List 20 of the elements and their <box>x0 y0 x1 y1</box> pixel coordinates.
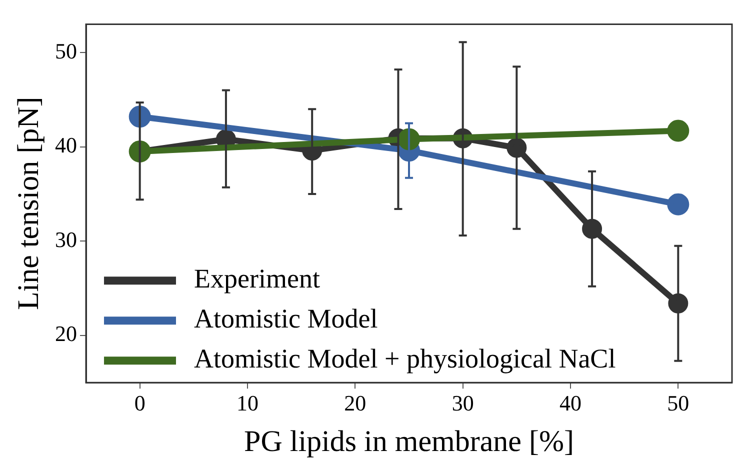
y-tick-label: 50 <box>55 38 77 64</box>
x-tick-label: 0 <box>134 390 146 416</box>
x-tick-label: 40 <box>560 390 582 416</box>
y-tick-label: 40 <box>55 132 77 158</box>
legend-label: Atomistic Model <box>194 304 378 334</box>
point <box>667 120 690 142</box>
x-tick-label: 20 <box>344 390 366 416</box>
legend-label: Experiment <box>194 264 320 294</box>
point <box>506 138 527 158</box>
x-tick-label: 10 <box>236 390 258 416</box>
x-tick-label: 50 <box>667 390 690 416</box>
point <box>667 193 690 216</box>
legend-label: Atomistic Model + physiological NaCl <box>194 344 616 374</box>
y-axis-title: Line tension [pN] <box>12 96 45 310</box>
point <box>582 218 602 239</box>
y-tick-label: 30 <box>55 226 77 252</box>
point <box>668 293 688 314</box>
x-axis-title: PG lipids in membrane [%] <box>244 424 574 458</box>
x-tick-label: 30 <box>452 390 474 416</box>
y-tick-label: 20 <box>55 321 77 346</box>
